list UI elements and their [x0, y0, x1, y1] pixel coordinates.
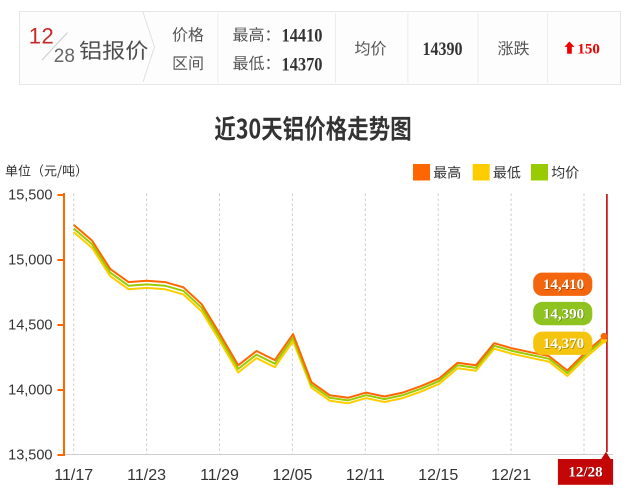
svg-text:14370: 14370	[282, 54, 323, 75]
svg-text:11/29: 11/29	[200, 467, 239, 484]
svg-text:12/11: 12/11	[346, 467, 385, 484]
svg-text:14,390: 14,390	[543, 306, 584, 322]
svg-text:14,410: 14,410	[543, 277, 584, 293]
svg-text:15,500: 15,500	[8, 188, 52, 204]
svg-text:14,000: 14,000	[8, 383, 52, 399]
svg-text:13,500: 13,500	[8, 448, 52, 464]
svg-text:14,370: 14,370	[543, 336, 584, 352]
svg-text:28: 28	[54, 46, 75, 67]
svg-text:14,410: 14,410	[544, 278, 585, 294]
svg-text:12/05: 12/05	[272, 467, 312, 484]
svg-text:14410: 14410	[282, 25, 323, 46]
svg-text:12: 12	[29, 23, 54, 48]
svg-text:11/17: 11/17	[54, 467, 93, 484]
svg-text:11/23: 11/23	[127, 467, 166, 484]
svg-text:12/21: 12/21	[491, 467, 531, 484]
svg-text:14,370: 14,370	[544, 337, 585, 353]
svg-text:12/28: 12/28	[569, 465, 603, 481]
svg-text:15,000: 15,000	[8, 253, 52, 269]
svg-text:14,390: 14,390	[544, 307, 585, 323]
svg-text:12/28: 12/28	[568, 464, 602, 480]
svg-text:12/15: 12/15	[418, 467, 458, 484]
svg-text:14390: 14390	[423, 39, 463, 60]
svg-text:150: 150	[577, 42, 600, 58]
svg-text:14,500: 14,500	[8, 318, 52, 334]
